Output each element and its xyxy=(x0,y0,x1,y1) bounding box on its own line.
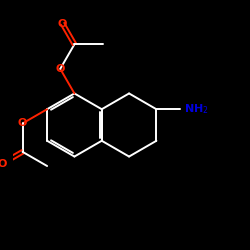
Text: O: O xyxy=(56,64,65,74)
Text: O: O xyxy=(18,118,27,128)
Text: NH$_2$: NH$_2$ xyxy=(184,102,209,116)
Text: O: O xyxy=(0,159,7,169)
Text: O: O xyxy=(58,19,67,29)
